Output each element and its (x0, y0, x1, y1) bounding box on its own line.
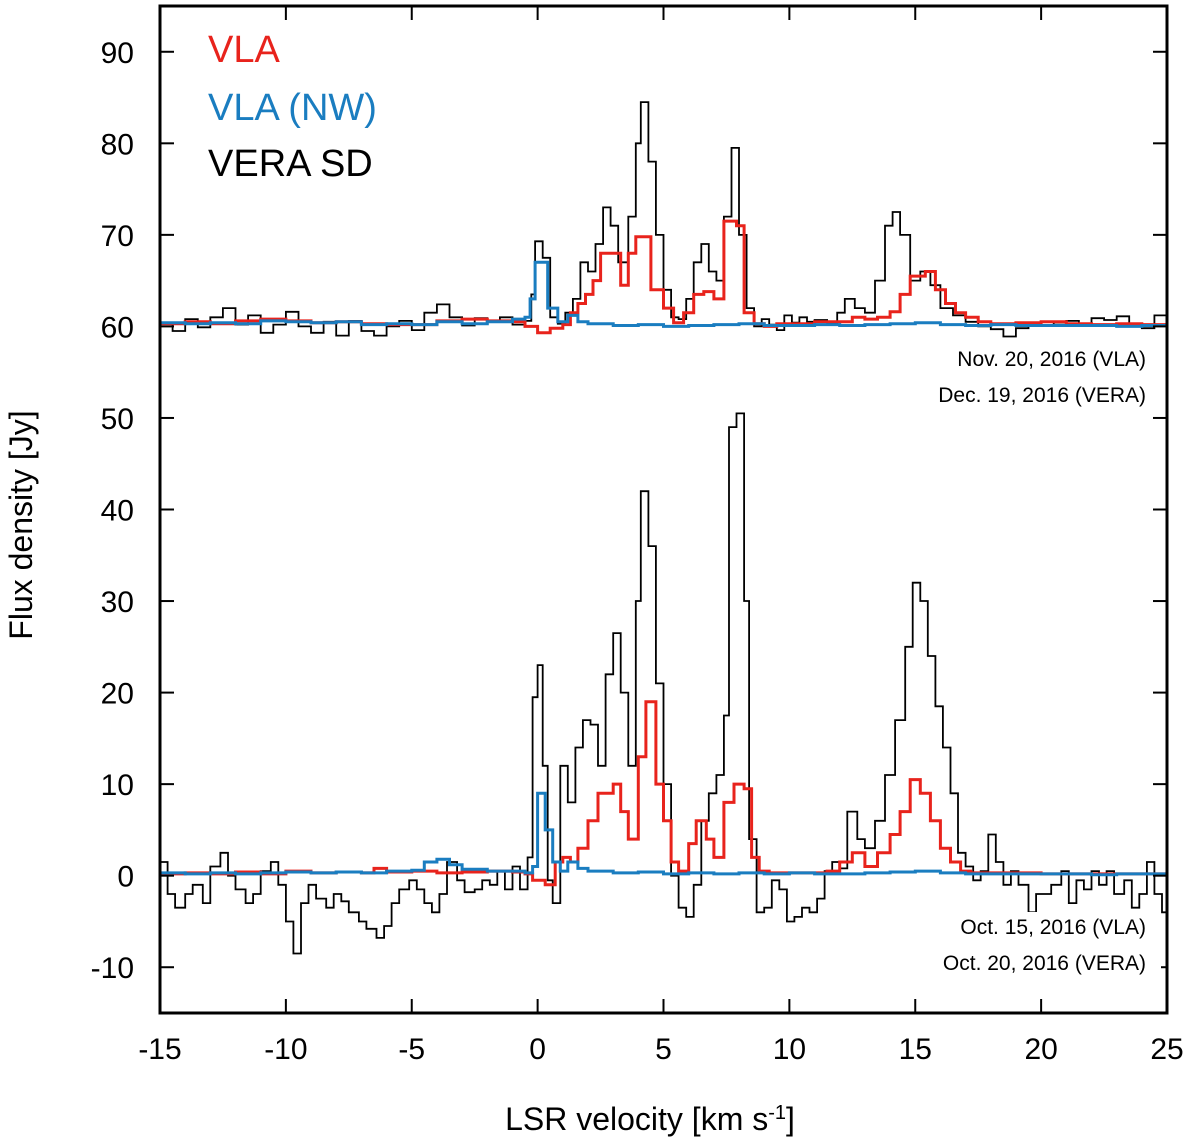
x-axis-title-close: ] (786, 1101, 795, 1137)
series-line-vera-sd-oct-20-2016 (160, 412, 1167, 955)
y-tick-label: -10 (91, 952, 134, 985)
lower-epoch-background (855, 912, 1161, 984)
y-tick-label: 10 (101, 769, 134, 802)
series-line-vla-nw-nov-20-2016-offset-60 (160, 260, 1167, 328)
ticks-layer: -15 -10 -5 0 5 10 15 20 25 -10 0 10 20 30 40 50 60 70 80 90 (91, 6, 1184, 1066)
y-tick-label: 90 (101, 37, 134, 70)
legend-entry-vera-sd: VERA SD (208, 143, 373, 185)
x-tick-label: 10 (773, 1033, 806, 1066)
upper-epoch-background (855, 344, 1161, 416)
y-tick-label: 80 (101, 128, 134, 161)
y-tick-label: 50 (101, 403, 134, 436)
lower-epoch-vera-date: Oct. 20, 2016 (VERA) (943, 952, 1146, 975)
x-tick-label: -5 (398, 1033, 425, 1066)
y-tick-label: 60 (101, 311, 134, 344)
y-tick-label: 0 (117, 861, 134, 894)
x-tick-label: 0 (529, 1033, 546, 1066)
y-tick-label: 40 (101, 495, 134, 528)
x-axis-title-main: LSR velocity [km s (505, 1101, 768, 1137)
legend: VLA VLA (NW) VERA SD (208, 29, 377, 185)
lower-epoch-vla-date: Oct. 15, 2016 (VLA) (960, 916, 1146, 939)
y-tick-label: 20 (101, 678, 134, 711)
x-tick-label: -15 (138, 1033, 181, 1066)
x-tick-label: 25 (1150, 1033, 1183, 1066)
series-line-vla-nw-oct-15-2016 (160, 791, 1167, 877)
x-tick-label: 5 (655, 1033, 672, 1066)
x-axis-title-superscript: -1 (768, 1102, 786, 1124)
x-tick-label: -10 (264, 1033, 307, 1066)
x-axis-title: LSR velocity [km s-1] (505, 1101, 795, 1137)
y-tick-label: 70 (101, 220, 134, 253)
x-tick-label: 20 (1024, 1033, 1057, 1066)
y-tick-label: 30 (101, 586, 134, 619)
legend-entry-vla-nw: VLA (NW) (208, 87, 377, 129)
y-axis-title: Flux density [Jy] (3, 410, 39, 639)
upper-epoch-vla-date: Nov. 20, 2016 (VLA) (957, 348, 1146, 371)
x-tick-label: 15 (899, 1033, 932, 1066)
legend-entry-vla: VLA (208, 29, 280, 71)
epoch-annotations: Nov. 20, 2016 (VLA) Dec. 19, 2016 (VERA)… (855, 344, 1161, 984)
upper-epoch-vera-date: Dec. 19, 2016 (VERA) (938, 384, 1146, 407)
series-layer (160, 101, 1167, 955)
